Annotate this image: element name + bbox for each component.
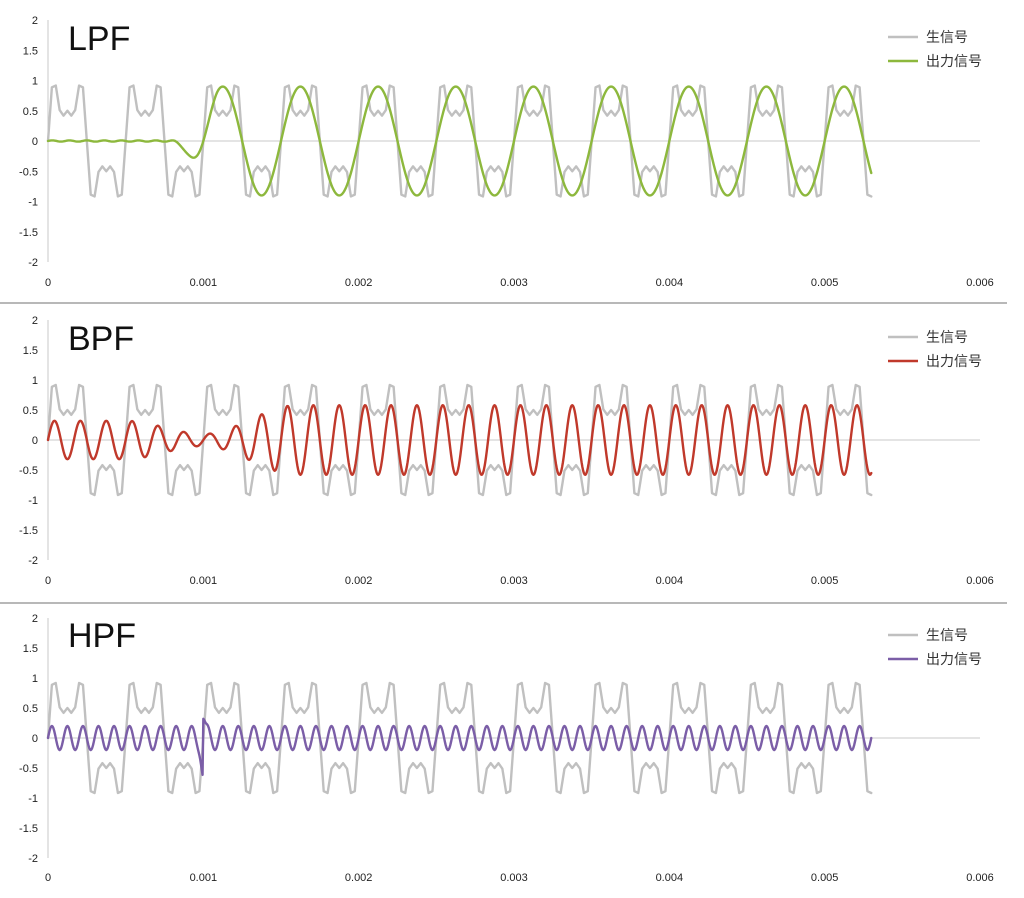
output-signal-series-line: [46, 404, 873, 476]
legend-label: 出力信号: [926, 652, 982, 668]
lpf-chart-panel: 2 1.5 1 0.5 0 -0.5 -1 -1.5 -2 0 0.001 0.002 0.003 0.0…: [0, 0, 1024, 300]
y-tick-label: 1.5: [23, 45, 38, 57]
raw-signal-series-line: [46, 383, 873, 497]
raw-signal-series-line: [46, 681, 873, 795]
y-tick-label: -1: [28, 793, 38, 805]
x-tick-label: 0.002: [345, 277, 373, 289]
panel-divider: [0, 602, 1007, 604]
x-tick-label: 0.002: [345, 872, 373, 884]
y-tick-label: 0.5: [23, 405, 38, 417]
bpf-title: BPF: [68, 320, 134, 358]
x-tick-label: 0.004: [656, 277, 684, 289]
y-tick-label: -1: [28, 197, 38, 209]
x-tick-label: 0.003: [500, 872, 528, 884]
y-tick-label: 2: [32, 15, 38, 27]
output-signal-series-line: [46, 717, 873, 777]
legend-label: 出力信号: [926, 54, 982, 70]
y-tick-label: 0: [32, 136, 38, 148]
y-tick-label: -1.5: [19, 525, 38, 537]
y-tick-label: -2: [28, 555, 38, 567]
x-tick-label: 0: [45, 277, 51, 289]
x-tick-label: 0.004: [656, 575, 684, 587]
x-tick-label: 0: [45, 872, 51, 884]
x-tick-label: 0.005: [811, 277, 839, 289]
y-tick-label: -1.5: [19, 823, 38, 835]
x-tick-label: 0.001: [190, 872, 218, 884]
y-tick-label: 1: [32, 673, 38, 685]
y-tick-label: 0.5: [23, 106, 38, 118]
y-tick-label: 1: [32, 375, 38, 387]
x-tick-label: 0: [45, 575, 51, 587]
y-tick-label: 1: [32, 76, 38, 88]
y-tick-label: -0.5: [19, 166, 38, 178]
x-tick-label: 0.006: [966, 575, 994, 587]
x-tick-label: 0.002: [345, 575, 373, 587]
y-tick-label: -0.5: [19, 763, 38, 775]
y-tick-label: 1.5: [23, 345, 38, 357]
y-tick-label: 0.5: [23, 703, 38, 715]
lpf-title: LPF: [68, 20, 130, 58]
x-tick-label: 0.003: [500, 277, 528, 289]
legend-label: 生信号: [926, 628, 968, 644]
raw-signal-series-line: [46, 84, 873, 198]
hpf-title: HPF: [68, 617, 136, 655]
y-tick-label: -2: [28, 853, 38, 865]
output-signal-series-line: [46, 85, 873, 197]
y-tick-label: 0: [32, 435, 38, 447]
y-tick-label: 2: [32, 613, 38, 625]
y-tick-label: -0.5: [19, 465, 38, 477]
x-tick-label: 0.001: [190, 575, 218, 587]
y-tick-label: -2: [28, 257, 38, 269]
panel-divider: [0, 302, 1007, 304]
y-tick-label: 0: [32, 733, 38, 745]
lpf-chart: 2 1.5 1 0.5 0 -0.5 -1 -1.5 -2 0 0.001 0.002 0.003 0.0…: [19, 15, 994, 289]
legend-label: 出力信号: [926, 354, 982, 370]
bpf-chart-panel: 2 1.5 1 0.5 0 -0.5 -1 -1.5 -2 0 0.001 0.002 0.003 0.0…: [0, 304, 1024, 600]
x-tick-label: 0.004: [656, 872, 684, 884]
y-tick-label: 2: [32, 315, 38, 327]
legend-label: 生信号: [926, 30, 968, 46]
x-tick-label: 0.005: [811, 575, 839, 587]
x-tick-label: 0.006: [966, 872, 994, 884]
hpf-chart-panel: 2 1.5 1 0.5 0 -0.5 -1 -1.5 -2 0 0.001 0.002 0.003 0.0…: [0, 604, 1024, 898]
bpf-chart: 2 1.5 1 0.5 0 -0.5 -1 -1.5 -2 0 0.001 0.002 0.003 0.0…: [19, 315, 994, 587]
x-tick-label: 0.003: [500, 575, 528, 587]
y-tick-label: 1.5: [23, 643, 38, 655]
hpf-chart: 2 1.5 1 0.5 0 -0.5 -1 -1.5 -2 0 0.001 0.002 0.003 0.0…: [19, 613, 994, 884]
y-tick-label: -1.5: [19, 227, 38, 239]
x-tick-label: 0.006: [966, 277, 994, 289]
y-tick-label: -1: [28, 495, 38, 507]
x-tick-label: 0.005: [811, 872, 839, 884]
x-tick-label: 0.001: [190, 277, 218, 289]
legend-label: 生信号: [926, 330, 968, 346]
